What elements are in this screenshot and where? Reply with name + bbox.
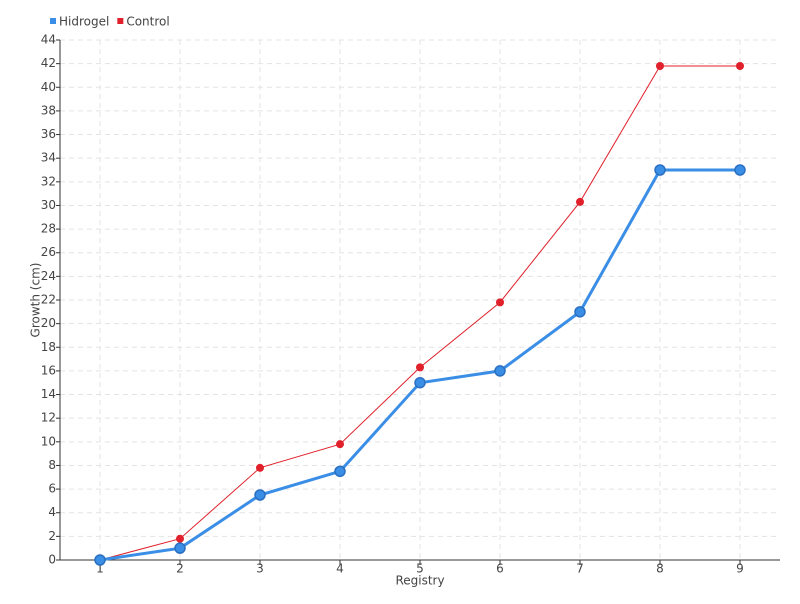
y-axis-label: Growth (cm) [29, 263, 43, 338]
x-axis-label: Registry [395, 574, 444, 588]
data-point [496, 298, 504, 307]
data-point [94, 554, 106, 566]
y-tick-label: 4 [48, 505, 56, 519]
legend-label: Control [126, 15, 169, 29]
x-tick-label: 3 [256, 562, 264, 576]
y-tick-label: 6 [48, 482, 56, 496]
y-tick-label: 42 [41, 56, 56, 70]
y-tick-label: 10 [41, 434, 56, 448]
x-tick-label: 2 [176, 562, 184, 576]
x-tick-label: 9 [736, 562, 744, 576]
x-tick-label: 5 [416, 562, 424, 576]
y-tick-label: 40 [41, 80, 56, 94]
y-tick-label: 24 [41, 269, 56, 283]
data-point [494, 365, 506, 377]
data-point [256, 463, 264, 472]
y-tick-label: 12 [41, 411, 56, 425]
legend-swatch [50, 18, 56, 24]
x-tick-label: 4 [336, 562, 344, 576]
y-tick-label: 2 [48, 529, 56, 543]
y-tick-label: 32 [41, 174, 56, 188]
y-tick-label: 16 [41, 363, 56, 377]
y-tick-label: 26 [41, 245, 56, 259]
data-point [654, 164, 666, 176]
data-point [336, 440, 344, 449]
y-tick-label: 30 [41, 198, 56, 212]
y-tick-label: 14 [41, 387, 56, 401]
y-tick-label: 38 [41, 103, 56, 117]
legend-label: Hidrogel [59, 15, 109, 29]
x-tick-label: 8 [656, 562, 664, 576]
data-point [174, 542, 186, 554]
data-point [574, 306, 586, 318]
y-tick-label: 18 [41, 340, 56, 354]
y-tick-label: 28 [41, 222, 56, 236]
data-point [736, 62, 744, 70]
data-point [416, 363, 424, 372]
y-tick-label: 20 [41, 316, 56, 330]
y-tick-label: 8 [48, 458, 56, 472]
y-tick-label: 36 [41, 127, 56, 141]
data-point [414, 376, 426, 389]
data-point [254, 489, 266, 501]
legend-swatch [117, 18, 124, 24]
data-point [656, 62, 664, 70]
y-tick-label: 44 [41, 33, 56, 47]
x-tick-label: 7 [576, 562, 584, 576]
data-point [176, 534, 184, 543]
x-tick-label: 1 [96, 562, 104, 576]
data-point [334, 465, 346, 478]
x-tick-label: 6 [496, 562, 504, 576]
data-point [734, 164, 746, 176]
y-tick-label: 22 [41, 293, 56, 307]
data-point [576, 197, 584, 206]
y-tick-label: 34 [41, 151, 56, 165]
y-tick-label: 0 [48, 553, 56, 567]
